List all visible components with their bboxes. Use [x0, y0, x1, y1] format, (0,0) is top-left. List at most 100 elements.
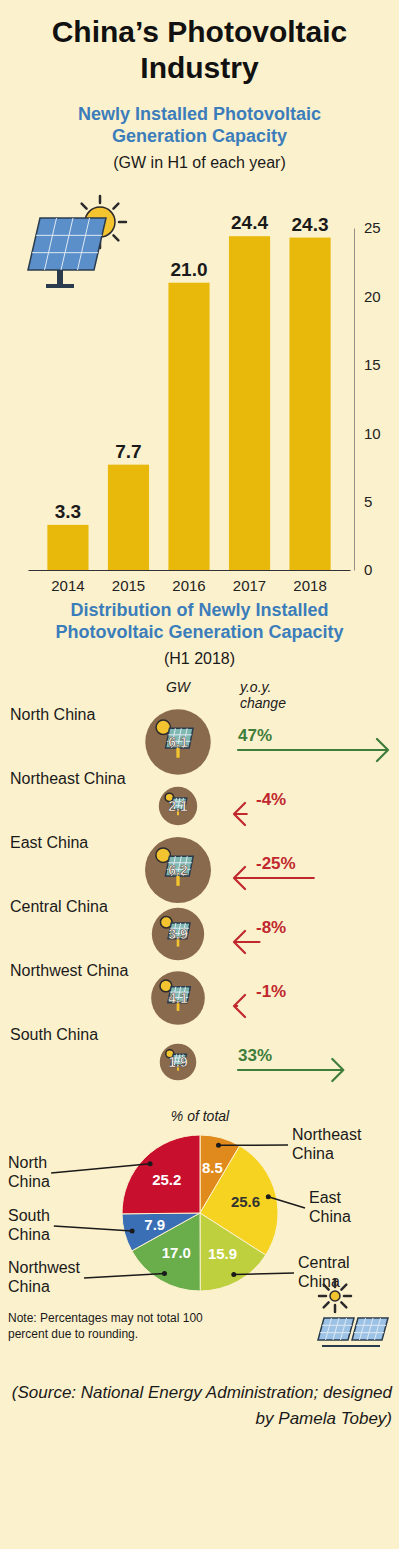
tick-label: 2018: [293, 577, 326, 594]
region-row: Central China3.9-8%: [10, 898, 286, 960]
bar: [168, 283, 209, 570]
panel-stand: [46, 284, 74, 288]
chart-subtitle: (GW in H1 of each year): [113, 154, 286, 171]
sun-part: [119, 221, 126, 224]
leader-line: [54, 1226, 132, 1231]
sun-icon: [319, 1280, 351, 1312]
tick-label: 2015: [112, 577, 145, 594]
category-label-line: Central: [298, 1254, 350, 1271]
bar-chart: Newly Installed PhotovoltaicGeneration C…: [28, 104, 381, 594]
data-label: 8.5: [202, 1159, 223, 1176]
bubble: [152, 908, 204, 960]
panel-part: [360, 1318, 366, 1340]
category-label-line: China: [8, 1226, 50, 1243]
sun-part: [334, 1305, 337, 1312]
data-label: 6.2: [168, 862, 188, 878]
column-header-line: change: [240, 695, 286, 711]
bar: [229, 236, 270, 570]
slice-labels: NortheastChinaEastChinaCentralChinaNorth…: [8, 1126, 362, 1295]
chart-title-line: Distribution of Newly Installed: [70, 600, 328, 620]
y-tick: 10: [354, 425, 381, 442]
panel-part: [333, 1318, 339, 1340]
chart-title: Newly Installed PhotovoltaicGeneration C…: [78, 104, 321, 146]
sun-part: [341, 1302, 346, 1307]
y-tick: 5: [354, 493, 372, 510]
tick-label: 0: [364, 561, 372, 578]
leader-dot: [231, 1272, 236, 1277]
data-label: 7.9: [144, 1216, 165, 1233]
leader-dot: [162, 1271, 167, 1276]
panel-part: [354, 1332, 384, 1333]
data-label: 21.0: [171, 259, 208, 280]
panel-part: [352, 1318, 388, 1340]
data-label: 7.7: [115, 441, 141, 462]
category-label: East China: [10, 834, 88, 851]
panel-part: [318, 1318, 354, 1340]
slice: [200, 1213, 266, 1291]
source: (Source: National Energy Administration;…: [12, 1383, 393, 1428]
sun-part: [82, 204, 87, 209]
chart-title: % of total: [171, 1108, 230, 1124]
page-title-line: China’s Photovoltaic: [52, 15, 348, 48]
sun-part: [330, 1291, 340, 1301]
data-label: 15.9: [208, 1245, 237, 1262]
sun-part: [344, 1295, 351, 1298]
data-label: 3.3: [55, 501, 81, 522]
column-header: y.o.y.change: [239, 679, 286, 711]
sun-part: [324, 1302, 329, 1307]
region-row: Northeast China2.1-4%: [10, 770, 286, 825]
chart-title-line: Generation Capacity: [112, 126, 287, 146]
chart-subtitle-line: (GW in H1 of each year): [113, 154, 286, 171]
bubble: [145, 709, 210, 774]
tick-label: 5: [364, 493, 372, 510]
panel-icon: [318, 1318, 354, 1340]
x-tick: 2018: [293, 570, 326, 594]
region-row: Northwest China4.1-1%: [10, 962, 286, 1025]
note: Note: Percentages may not total 100perce…: [8, 1311, 203, 1341]
y-tick: 15: [354, 356, 381, 373]
sun-part: [341, 1285, 346, 1290]
category-label: Central China: [10, 898, 108, 915]
leader-dot: [130, 1228, 135, 1233]
change-label: 47%: [238, 726, 272, 745]
bar: [108, 465, 149, 570]
sun-part: [334, 1280, 337, 1287]
panel-part: [367, 1318, 373, 1340]
page-title: China’s PhotovoltaicIndustry: [52, 15, 348, 84]
leader-line: [84, 1274, 164, 1278]
category-label-line: China: [8, 1278, 50, 1295]
chart-title: Distribution of Newly InstalledPhotovolt…: [55, 600, 343, 642]
category-label-line: East: [309, 1189, 342, 1206]
category-label-line: China: [298, 1273, 340, 1290]
bubble: [145, 837, 211, 903]
leader-line: [234, 1273, 294, 1275]
y-tick: 25: [354, 219, 381, 236]
chart-title-line: Photovoltaic Generation Capacity: [55, 622, 343, 642]
change-label: -1%: [256, 982, 286, 1001]
pie-chart: % of total8.525.615.917.07.925.2Northeas…: [8, 1108, 388, 1346]
leader-line: [219, 1144, 288, 1146]
data-label: 25.6: [231, 1193, 260, 1210]
tick-label: 2017: [233, 577, 266, 594]
leader-line: [268, 1197, 305, 1208]
panel-part: [36, 235, 102, 236]
category-label: Central China: [298, 1254, 350, 1290]
x-tick: 2015: [112, 570, 145, 594]
data-label: 24.3: [292, 214, 329, 235]
category-label: North China: [10, 706, 95, 723]
bubble: [159, 787, 197, 825]
x-tick: 2017: [233, 570, 266, 594]
category-label-line: North: [8, 1154, 47, 1171]
change-label: -25%: [256, 854, 296, 873]
panel-icon: [28, 218, 106, 270]
category-label-line: Northwest: [8, 1259, 81, 1276]
column-header-line: GW: [166, 679, 192, 695]
panel-part: [326, 1318, 332, 1340]
leader-line: [51, 1164, 150, 1173]
note-line: Note: Percentages may not total 100: [8, 1311, 203, 1325]
category-label-line: Northeast: [292, 1126, 362, 1143]
panel-part: [32, 252, 98, 253]
category-label: Northwest China: [8, 1259, 81, 1295]
source-line: (Source: National Energy Administration;…: [12, 1383, 393, 1402]
bubble: [160, 1044, 197, 1081]
